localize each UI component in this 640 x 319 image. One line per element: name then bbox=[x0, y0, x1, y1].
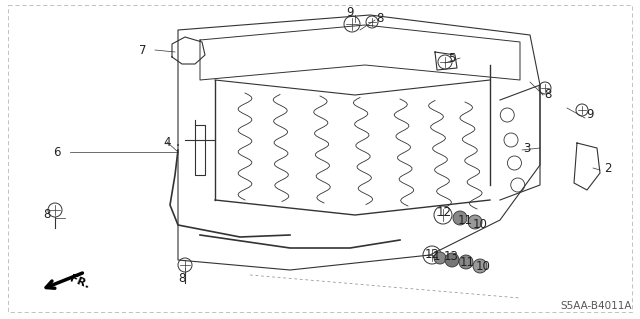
Text: 8: 8 bbox=[544, 88, 552, 101]
Circle shape bbox=[468, 215, 482, 229]
Text: 3: 3 bbox=[524, 142, 531, 154]
Text: 7: 7 bbox=[140, 43, 147, 56]
Text: 9: 9 bbox=[586, 108, 594, 122]
Text: 4: 4 bbox=[163, 136, 171, 149]
Circle shape bbox=[434, 252, 446, 264]
Text: 10: 10 bbox=[476, 261, 490, 273]
Text: 8: 8 bbox=[376, 11, 384, 25]
Text: 8: 8 bbox=[44, 209, 51, 221]
Text: 12: 12 bbox=[436, 205, 451, 219]
Text: 10: 10 bbox=[472, 219, 488, 232]
Circle shape bbox=[459, 255, 473, 269]
Text: 1: 1 bbox=[432, 250, 440, 263]
Text: 5: 5 bbox=[448, 51, 456, 64]
Text: 11: 11 bbox=[458, 213, 472, 226]
Circle shape bbox=[453, 211, 467, 225]
Text: 6: 6 bbox=[53, 145, 61, 159]
Text: FR.: FR. bbox=[68, 273, 91, 291]
Text: 13: 13 bbox=[444, 250, 458, 263]
Text: 11: 11 bbox=[460, 256, 474, 269]
Text: S5AA-B4011A: S5AA-B4011A bbox=[561, 301, 632, 311]
Text: 8: 8 bbox=[179, 271, 186, 285]
Text: 9: 9 bbox=[346, 5, 354, 19]
Circle shape bbox=[445, 253, 459, 267]
Text: 12: 12 bbox=[424, 248, 440, 261]
Circle shape bbox=[473, 259, 487, 273]
Text: 2: 2 bbox=[604, 161, 612, 174]
